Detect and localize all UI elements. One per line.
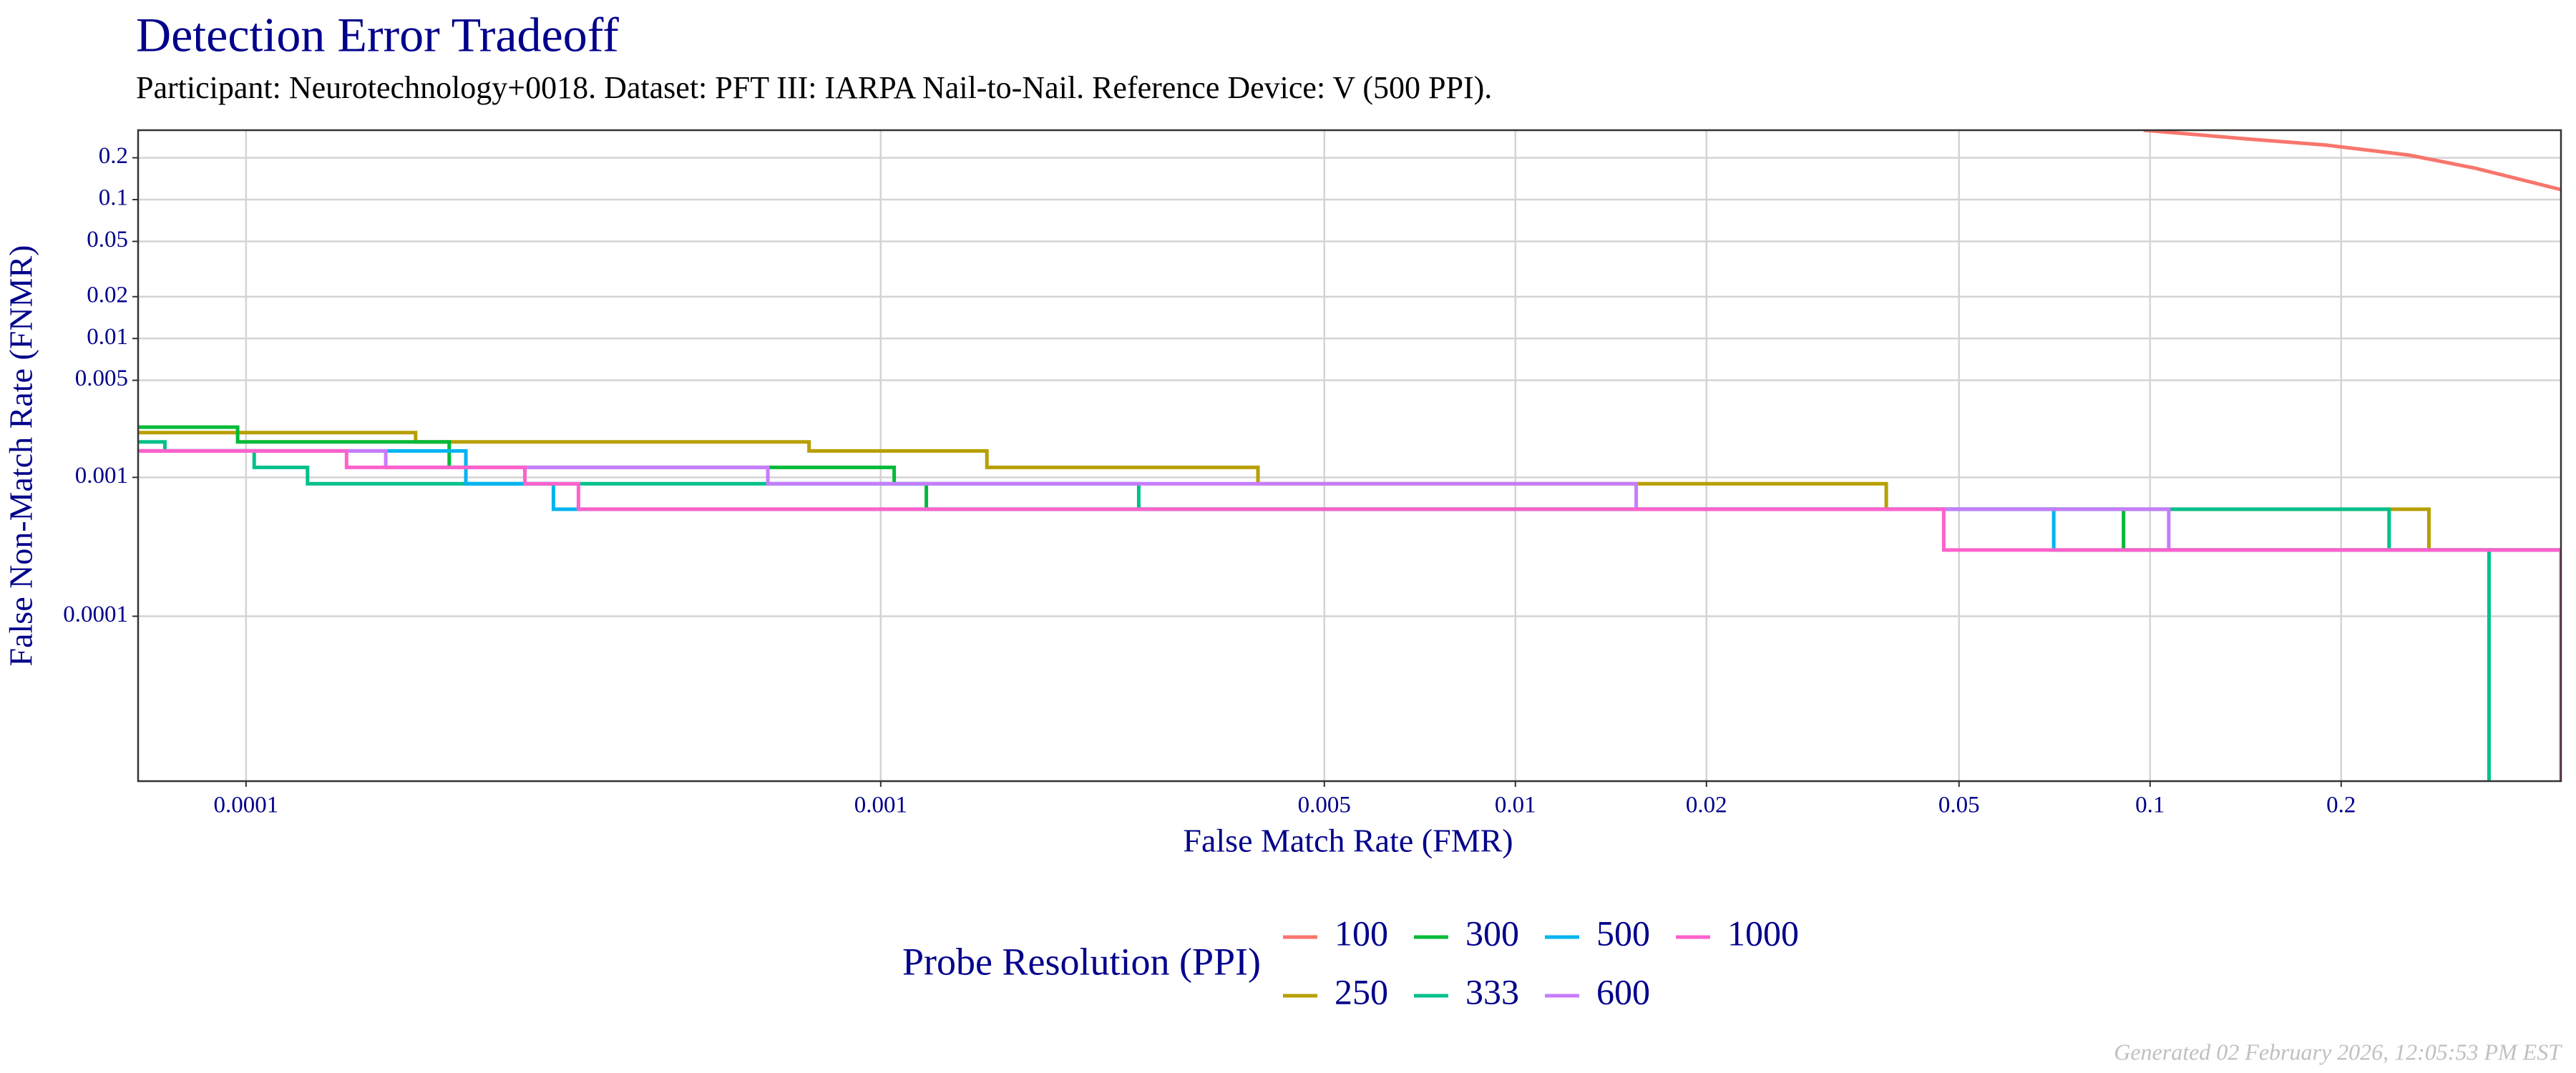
y-tick-label: 0.01: [87, 324, 128, 350]
plot-background: [138, 130, 2561, 781]
legend-title: Probe Resolution (PPI): [902, 940, 1261, 983]
legend-label: 1000: [1727, 913, 1799, 953]
plot-area: [138, 130, 2561, 781]
x-tick-label: 0.01: [1495, 793, 1536, 818]
series-line: [138, 449, 2561, 552]
x-tick-label: 0.001: [854, 793, 907, 818]
legend-label: 500: [1596, 913, 1650, 953]
legend-label: 600: [1596, 971, 1650, 1011]
legend-label: 300: [1465, 913, 1519, 953]
y-tick-label: 0.005: [75, 366, 128, 391]
y-tick-label: 0.0001: [63, 602, 128, 627]
x-tick-label: 0.1: [2135, 793, 2165, 818]
legend-label: 333: [1465, 971, 1519, 1011]
series-line: [138, 449, 2561, 781]
x-tick-label: 0.0001: [213, 793, 278, 818]
series-line: [138, 425, 2561, 552]
series-line: [138, 449, 2561, 552]
y-tick-label: 0.001: [75, 463, 128, 489]
legend-label: 100: [1335, 913, 1388, 953]
y-tick-label: 0.02: [87, 282, 128, 308]
chart-title: Detection Error Tradeoff: [136, 8, 619, 62]
x-axis-title: False Match Rate (FMR): [1183, 823, 1513, 859]
x-tick-label: 0.2: [2326, 793, 2356, 818]
x-tick-label: 0.05: [1938, 793, 1980, 818]
chart-subtitle: Participant: Neurotechnology+0018. Datas…: [136, 70, 1492, 105]
y-tick-label: 0.05: [87, 227, 128, 253]
footer: Generated 02 February 2026, 12:05:53 PM …: [2114, 1039, 2562, 1064]
x-tick-label: 0.02: [1686, 793, 1727, 818]
y-tick-label: 0.1: [99, 185, 128, 211]
series-line: [2143, 130, 2561, 192]
y-tick-label: 0.2: [99, 143, 128, 169]
plot-border: [137, 129, 2562, 783]
x-tick-label: 0.005: [1298, 793, 1351, 818]
y-axis-title: False Non-Match Rate (FNMR): [3, 245, 39, 667]
legend-label: 250: [1335, 971, 1388, 1011]
